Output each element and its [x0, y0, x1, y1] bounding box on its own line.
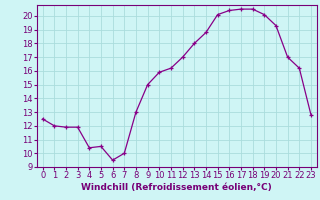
X-axis label: Windchill (Refroidissement éolien,°C): Windchill (Refroidissement éolien,°C): [81, 183, 272, 192]
